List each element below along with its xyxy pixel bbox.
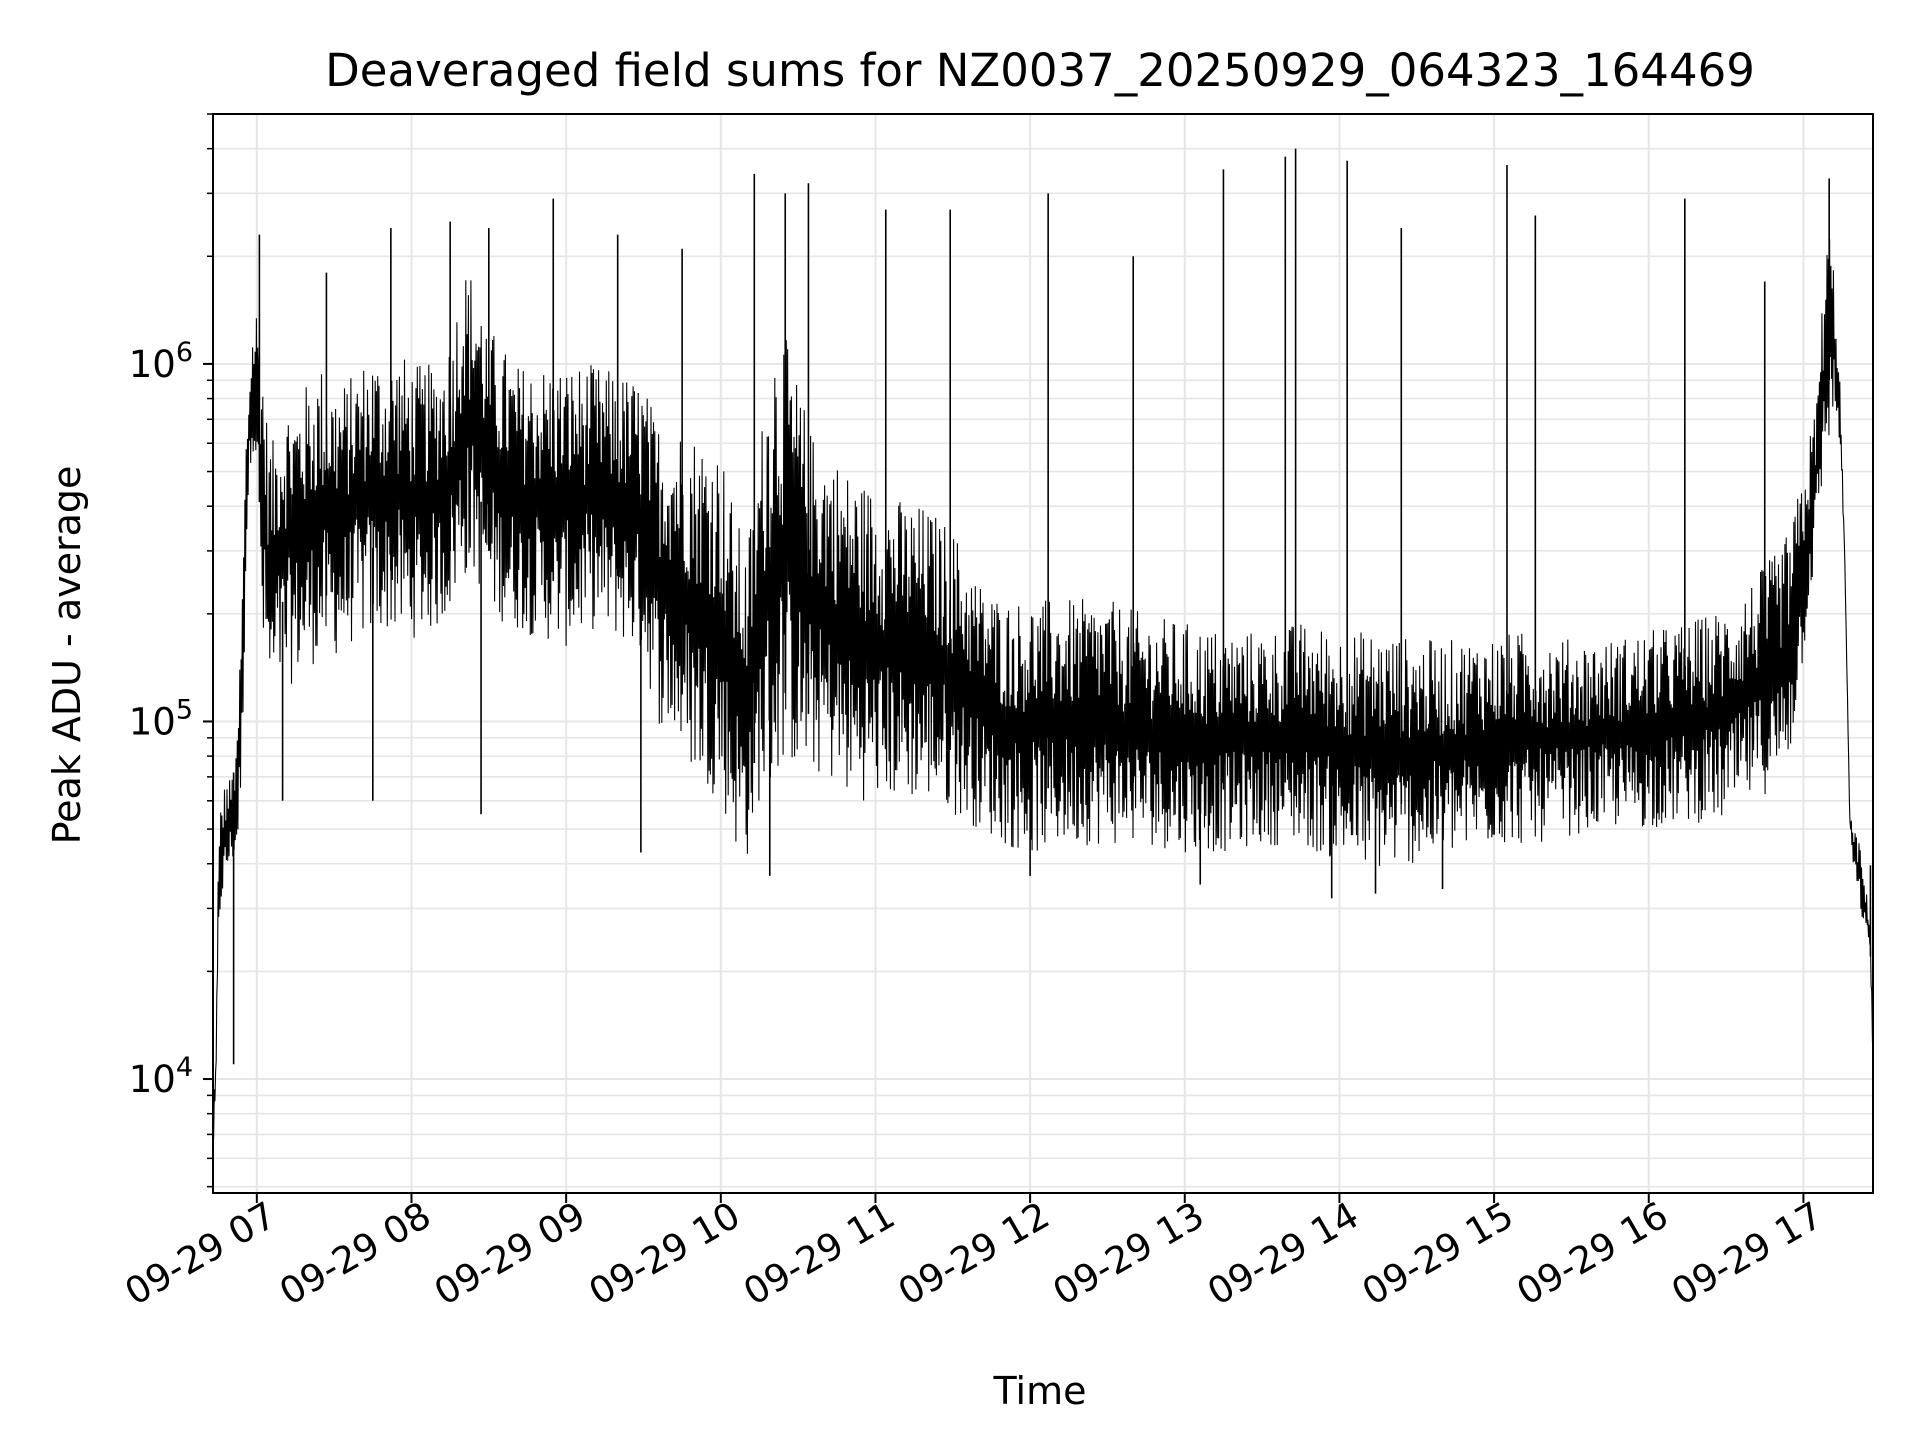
y-tick-label: 104 bbox=[129, 1052, 193, 1101]
chart-title: Deaveraged field sums for NZ0037_2025092… bbox=[325, 44, 1755, 97]
y-tick-label: 106 bbox=[129, 337, 193, 386]
series-line bbox=[212, 239, 1874, 1140]
y-axis-label: Peak ADU - average bbox=[45, 466, 89, 845]
x-axis-label: Time bbox=[993, 1369, 1087, 1413]
data-layer bbox=[212, 148, 1874, 1140]
y-tick-label: 105 bbox=[129, 694, 193, 743]
plot-area-frame bbox=[212, 113, 1874, 1194]
